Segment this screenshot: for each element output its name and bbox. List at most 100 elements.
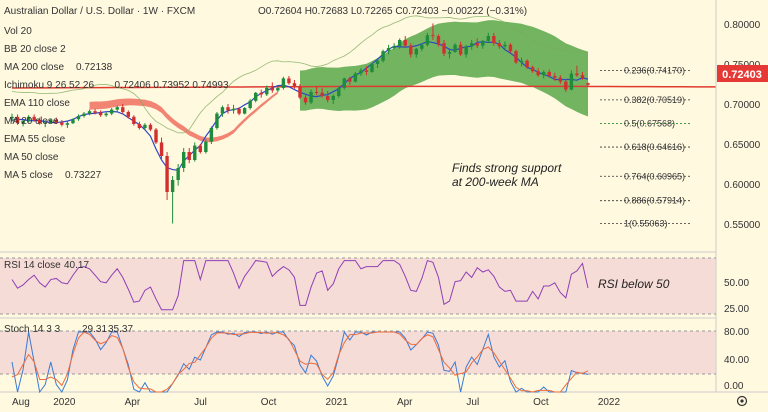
candle-body <box>541 72 546 76</box>
candle-body <box>248 100 252 108</box>
legend-label: BB 20 close 2 <box>4 44 66 55</box>
candle-body <box>26 116 31 121</box>
candle-body <box>475 43 479 46</box>
time-tick: Jul <box>194 397 207 408</box>
candle-body <box>176 168 180 180</box>
candle-body <box>530 67 535 72</box>
candle-body <box>231 108 236 111</box>
candle-body <box>132 116 136 124</box>
time-tick: Apr <box>125 397 141 408</box>
rsi-value: 40.17 <box>64 260 89 271</box>
candle-body <box>414 48 419 55</box>
time-tick: Aug <box>12 397 30 408</box>
time-tick: 2021 <box>326 397 349 408</box>
candle-body <box>558 77 563 82</box>
price-tick: 0.80000 <box>724 20 761 31</box>
candle-body <box>298 86 302 98</box>
candle-body <box>159 142 164 156</box>
candle-body <box>492 36 496 44</box>
legend-value: 0.72138 <box>76 62 113 73</box>
rsi-tick-25: 25.00 <box>724 304 749 315</box>
candle-body <box>342 78 347 88</box>
rsi-band <box>0 258 716 314</box>
candle-body <box>409 45 413 55</box>
indicator-legend[interactable]: Vol 20 BB 20 close 2 MA 200 close 0.72138 Ic… <box>4 26 229 181</box>
candle-body <box>10 116 14 119</box>
candle-body <box>215 113 219 128</box>
stoch-tick-40: 40.00 <box>724 355 749 366</box>
candle-body <box>503 44 507 47</box>
candle-body <box>497 43 502 47</box>
price-axis[interactable]: 0.800000.750000.700000.650000.600000.550… <box>724 20 761 231</box>
candle-body <box>121 107 125 112</box>
legend-value: 0.72406 0.73952 0.74993 <box>115 80 229 91</box>
rsi-line <box>11 259 589 311</box>
candle-body <box>281 78 286 88</box>
candle-body <box>104 113 108 116</box>
fibonacci-levels <box>600 70 690 224</box>
candle-body <box>359 70 363 74</box>
legend-label: MA 5 close <box>4 170 53 181</box>
candle-body <box>309 92 313 103</box>
legend-label: EMA 55 close <box>4 134 66 145</box>
candle-body <box>253 92 258 101</box>
candle-body <box>348 78 352 82</box>
candle-body <box>93 111 97 113</box>
ohlc-readout: O0.72604 H0.72683 L0.72265 C0.72403 −0.0… <box>258 6 527 17</box>
candle-body <box>154 129 158 143</box>
candle-body <box>453 44 457 52</box>
candle-body <box>43 122 47 124</box>
fib-label: 1(0.55063) <box>624 218 668 228</box>
current-price-badge <box>717 65 768 82</box>
candle-body <box>486 36 491 41</box>
time-tick: Oct <box>261 397 277 408</box>
candle-body <box>397 40 402 47</box>
candle-body <box>564 81 568 90</box>
candle-body <box>425 35 430 45</box>
legend-label: Ichimoku 9 26 52 26 <box>4 80 94 91</box>
candle-body <box>220 107 225 114</box>
gear-icon[interactable] <box>736 395 748 407</box>
fib-label: 0.886(0.57914) <box>624 196 685 206</box>
candle-body <box>536 71 540 76</box>
candle-body <box>364 70 369 72</box>
time-tick: Oct <box>533 397 549 408</box>
time-tick: 2022 <box>598 397 621 408</box>
candle-body <box>514 51 518 63</box>
candle-body <box>547 72 551 76</box>
stoch-d-line <box>11 331 589 393</box>
candle-body <box>65 123 70 125</box>
candle-body <box>237 108 241 114</box>
time-tick: Apr <box>397 397 413 408</box>
fib-label: 0.764(0.60965) <box>624 171 685 181</box>
stoch-k-value: 29.31 <box>82 324 107 335</box>
rsi-label: RSI 14 close <box>4 260 61 271</box>
candle-body <box>303 97 308 103</box>
chart-title: Australian Dollar / U.S. Dollar · 1W · F… <box>4 6 195 17</box>
candle-body <box>148 124 153 130</box>
candle-body <box>569 73 574 90</box>
candle-body <box>325 96 330 100</box>
fib-label: 0.382(0.70519) <box>624 95 685 105</box>
candle-body <box>98 112 103 116</box>
candle-body <box>420 44 424 49</box>
candle-body <box>386 48 391 52</box>
price-panel[interactable] <box>0 0 716 250</box>
fib-label: 0.618(0.64616) <box>624 142 685 152</box>
candle-body <box>553 76 557 78</box>
price-tick: 0.70000 <box>724 100 761 111</box>
stoch-tick-80: 80.00 <box>724 327 749 338</box>
candle-body <box>337 88 341 96</box>
candle-body <box>519 60 524 63</box>
candle-body <box>259 92 263 95</box>
time-axis[interactable]: Aug 2020 Apr Jul Oct 2021 Apr Jul Oct 2022 <box>12 397 621 408</box>
candle-body <box>392 46 396 48</box>
candle-body <box>165 156 169 192</box>
candle-body <box>126 112 131 117</box>
support-annotation-line1: Finds strong support <box>452 161 562 175</box>
candle-body <box>71 119 75 124</box>
fib-label: 0.236(0.74170) <box>624 66 685 76</box>
candle-body <box>15 116 20 124</box>
candle-body <box>287 78 291 84</box>
